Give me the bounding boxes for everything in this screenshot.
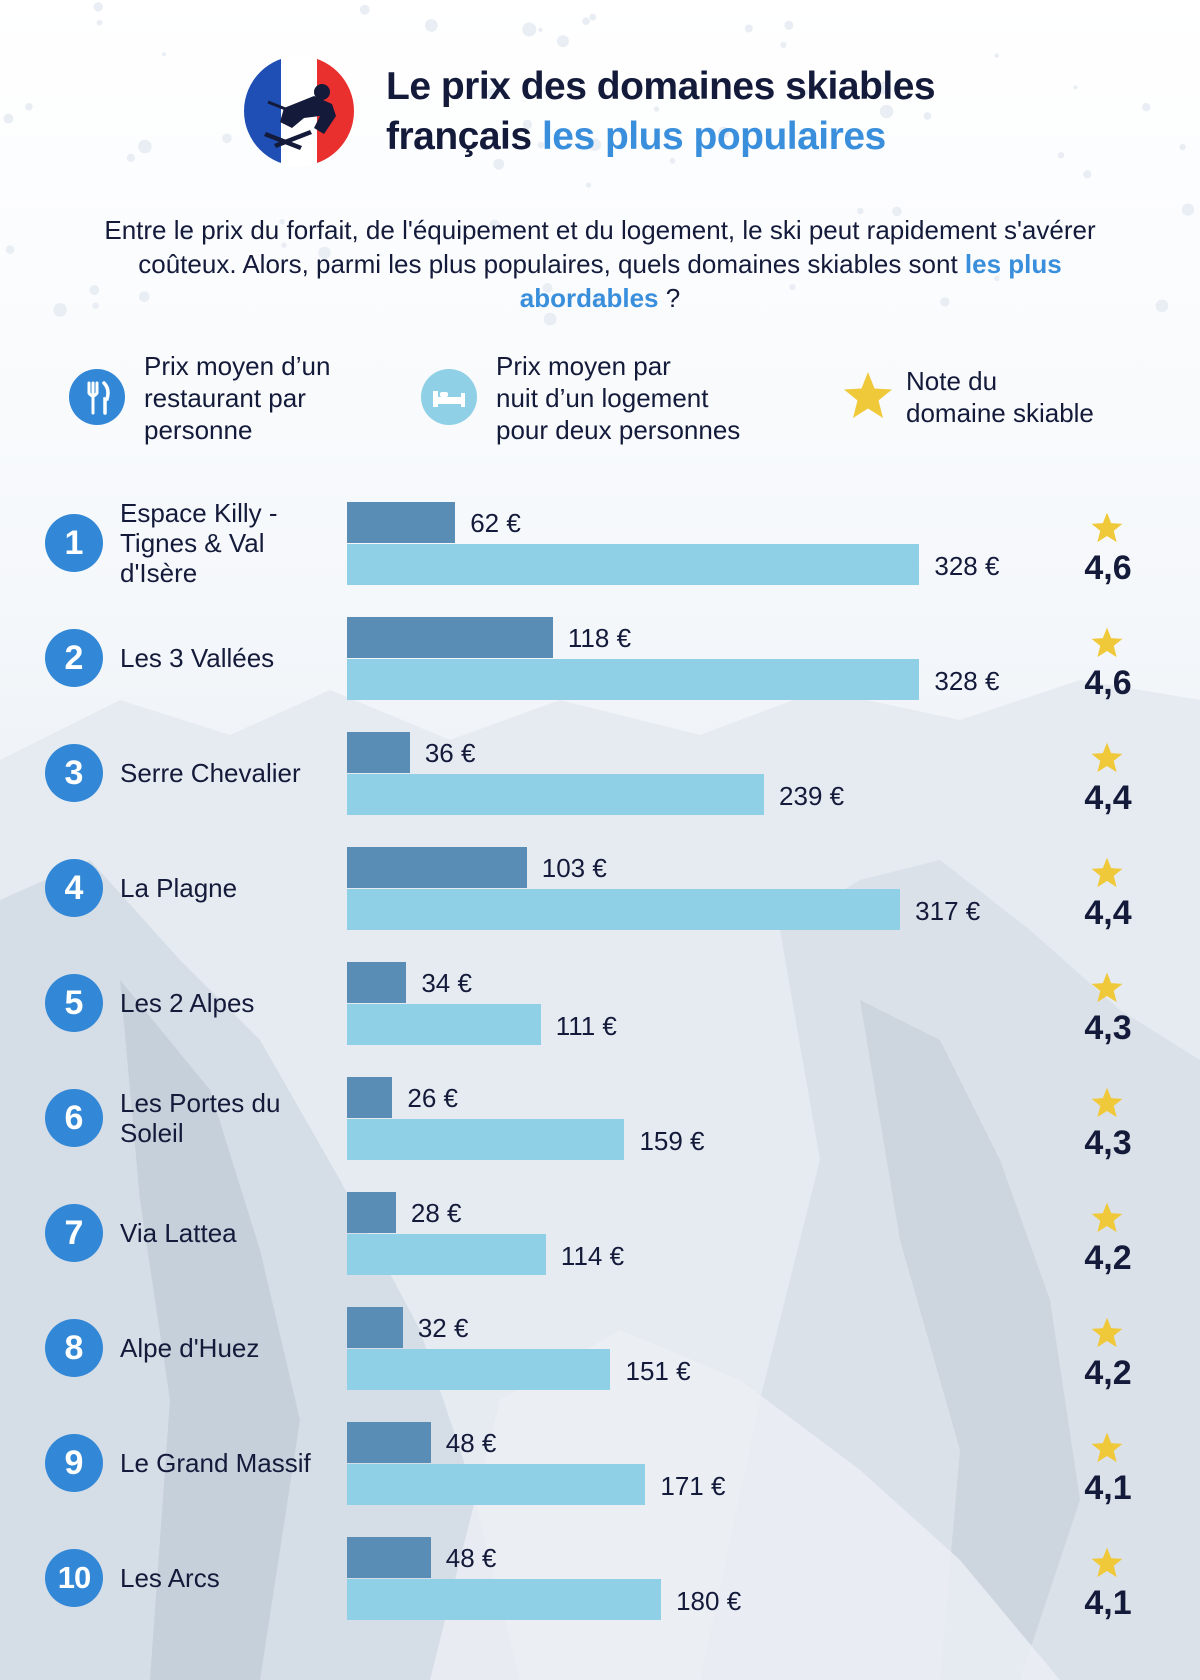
restaurant-bar	[347, 962, 407, 1003]
star-icon	[1091, 1432, 1123, 1463]
star-icon	[1091, 1087, 1123, 1118]
rating-value: 4,3	[1084, 1124, 1132, 1162]
legend-rating-label: Note du domaine skiable	[906, 366, 1094, 428]
resort-name: Alpe d'Huez	[120, 1333, 260, 1363]
lodging-value-label: 114 €	[560, 1241, 625, 1271]
rating-value: 4,6	[1084, 664, 1132, 702]
restaurant-bar	[347, 1307, 403, 1348]
restaurant-bar	[347, 1192, 396, 1233]
star-icon	[1091, 972, 1123, 1003]
rating-value: 4,2	[1084, 1239, 1132, 1277]
restaurant-value-label: 118 €	[567, 623, 632, 653]
intro-text: Entre le prix du forfait, de l'équipemen…	[104, 215, 1096, 279]
star-icon	[844, 372, 892, 418]
restaurant-bar	[347, 732, 410, 773]
star-icon	[1091, 1547, 1123, 1578]
page-title: Le prix des domaines skiables français l…	[386, 62, 1166, 162]
rank-badge: 2	[45, 629, 103, 687]
legend-restaurant-label: Prix moyen d’un restaurant par personne	[144, 351, 331, 445]
skier-icon	[264, 84, 336, 150]
resort-name: Espace Killy - Tignes & Val d'Isère	[120, 498, 278, 588]
restaurant-bar	[347, 1077, 393, 1118]
restaurant-value-label: 26 €	[407, 1083, 458, 1113]
rating-value: 4,1	[1084, 1469, 1132, 1507]
lodging-bar	[347, 544, 920, 585]
title-line-2-plain: français	[386, 115, 532, 158]
skier-flag-logo	[244, 56, 354, 166]
restaurant-bar	[347, 847, 527, 888]
rank-badge: 1	[45, 514, 103, 572]
lodging-value-label: 317 €	[915, 896, 981, 926]
lodging-value-label: 180 €	[676, 1586, 742, 1616]
lodging-value-label: 111 €	[555, 1011, 617, 1041]
lodging-bar	[347, 1234, 546, 1275]
title-line-1: Le prix des domaines skiables	[386, 65, 936, 108]
legend-lodging-label: Prix moyen par nuit d’un logement pour d…	[496, 351, 741, 445]
lodging-value-label: 151 €	[625, 1356, 691, 1386]
rank-badge: 9	[45, 1434, 103, 1492]
restaurant-value-label: 48 €	[445, 1428, 497, 1458]
intro-accent: les plus abordables	[519, 249, 1062, 313]
rank-badge: 8	[45, 1319, 103, 1377]
lodging-bar	[347, 1004, 541, 1045]
bed-icon	[421, 369, 477, 425]
rating-value: 4,2	[1084, 1354, 1132, 1392]
fork-knife-icon	[69, 369, 125, 425]
rank-badge: 10	[45, 1549, 103, 1607]
star-icon	[1091, 627, 1123, 658]
restaurant-value-label: 62 €	[470, 508, 521, 538]
restaurant-bar	[347, 502, 456, 543]
lodging-bar	[347, 1119, 625, 1160]
rating-value: 4,1	[1084, 1584, 1132, 1622]
rating-value: 4,4	[1084, 894, 1132, 932]
star-icon	[1091, 857, 1123, 888]
rank-badge: 3	[45, 744, 103, 802]
restaurant-bar	[347, 617, 553, 658]
restaurant-value-label: 103 €	[541, 853, 607, 883]
restaurant-value-label: 36 €	[424, 738, 476, 768]
resort-name: Les Portes du Soleil	[120, 1088, 281, 1148]
intro-paragraph: Entre le prix du forfait, de l'équipemen…	[100, 213, 1100, 315]
title-line-2-accent: les plus populaires	[541, 115, 886, 158]
star-icon	[1091, 1202, 1123, 1233]
resort-name: Le Grand Massif	[120, 1448, 311, 1478]
resort-name: Les Arcs	[120, 1563, 220, 1593]
lodging-value-label: 328 €	[934, 551, 1000, 581]
star-icon	[1091, 512, 1123, 543]
lodging-bar	[347, 774, 765, 815]
restaurant-value-label: 28 €	[410, 1198, 462, 1228]
lodging-value-label: 239 €	[779, 781, 845, 811]
rating-value: 4,3	[1084, 1009, 1132, 1047]
rating-value: 4,6	[1084, 549, 1132, 587]
resort-name: Les 3 Vallées	[120, 643, 275, 673]
rating-value: 4,4	[1084, 779, 1132, 817]
lodging-bar	[347, 659, 920, 700]
restaurant-value-label: 34 €	[421, 968, 472, 998]
lodging-bar	[347, 1579, 662, 1620]
rank-badge: 4	[45, 859, 103, 917]
resort-name: Via Lattea	[120, 1218, 237, 1248]
intro-end: ?	[665, 283, 681, 313]
rank-badge: 5	[45, 974, 103, 1032]
lodging-bar	[347, 1464, 646, 1505]
lodging-bar	[347, 889, 901, 930]
rank-badge: 7	[45, 1204, 103, 1262]
lodging-bar	[347, 1349, 611, 1390]
resort-name: La Plagne	[120, 873, 238, 903]
star-icon	[1091, 1317, 1123, 1348]
lodging-value-label: 171 €	[660, 1471, 726, 1501]
lodging-value-label: 159 €	[639, 1126, 705, 1156]
resort-name: Les 2 Alpes	[120, 988, 255, 1018]
restaurant-bar	[347, 1537, 431, 1578]
restaurant-value-label: 32 €	[417, 1313, 469, 1343]
restaurant-value-label: 48 €	[445, 1543, 497, 1573]
rank-badge: 6	[45, 1089, 103, 1147]
resort-name: Serre Chevalier	[120, 758, 301, 788]
star-icon	[1091, 742, 1123, 773]
restaurant-bar	[347, 1422, 431, 1463]
lodging-value-label: 328 €	[934, 666, 1000, 696]
